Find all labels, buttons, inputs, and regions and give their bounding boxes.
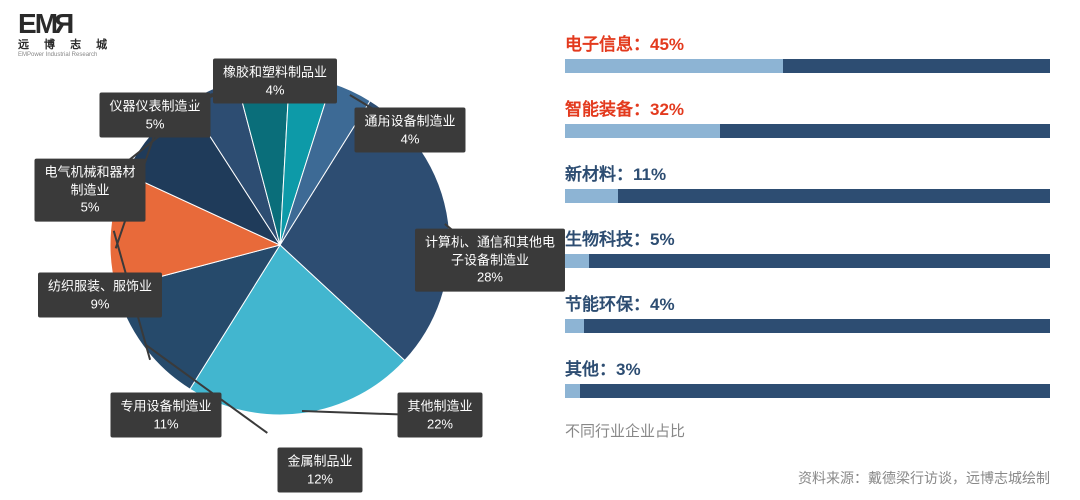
bar-item: 电子信息：45% — [565, 30, 1050, 73]
pie-slice-label: 电气机械和器材制造业5% — [34, 159, 145, 222]
bar-track — [565, 384, 1050, 398]
bar-fill — [565, 59, 783, 73]
bar-track — [565, 189, 1050, 203]
bar-fill — [565, 124, 720, 138]
bar-label: 其他：3% — [565, 355, 1050, 380]
bar-track — [565, 59, 1050, 73]
bar-track — [565, 124, 1050, 138]
bar-fill — [565, 189, 618, 203]
source-text: 资料来源：戴德梁行访谈，远博志城绘制 — [798, 468, 1050, 488]
pie-slice-label: 金属制品业12% — [277, 447, 362, 492]
bar-item: 其他：3% — [565, 355, 1050, 398]
bar-item: 生物科技：5% — [565, 225, 1050, 268]
bar-label: 智能装备：32% — [565, 95, 1050, 120]
bar-item: 新材料：11% — [565, 160, 1050, 203]
bar-item: 节能环保：4% — [565, 290, 1050, 333]
logo-english: EMPower Industrial Research — [18, 52, 113, 58]
bar-item: 智能装备：32% — [565, 95, 1050, 138]
bar-label: 电子信息：45% — [565, 30, 1050, 55]
bars-caption: 不同行业企业占比 — [565, 420, 1050, 441]
bar-fill — [565, 254, 589, 268]
pie-slice-label: 仪器仪表制造业5% — [99, 92, 210, 137]
pie-leader-line — [286, 81, 311, 83]
pie-chart: 计算机、通信和其他电子设备制造业28%其他制造业22%金属制品业12%专用设备制… — [110, 75, 450, 415]
bar-chart: 电子信息：45% 智能装备：32% 新材料：11% 生物科技：5% 节能环保：4% 其他：… — [565, 30, 1050, 441]
logo: EMR 远 博 志 城 EMPower Industrial Research — [18, 10, 113, 58]
logo-text: EMR — [18, 10, 113, 38]
pie-slice-label: 其他制造业22% — [397, 392, 482, 437]
pie-slice-label: 通用设备制造业4% — [354, 107, 465, 152]
pie-slice-label: 计算机、通信和其他电子设备制造业28% — [415, 229, 565, 292]
pie-slice-label: 橡胶和塑料制品业4% — [213, 58, 337, 103]
bar-fill — [565, 384, 580, 398]
pie-slice-label: 专用设备制造业11% — [110, 392, 221, 437]
bar-track — [565, 254, 1050, 268]
bar-label: 新材料：11% — [565, 160, 1050, 185]
bar-label: 生物科技：5% — [565, 225, 1050, 250]
bar-track — [565, 319, 1050, 333]
bar-label: 节能环保：4% — [565, 290, 1050, 315]
pie-slice-label: 纺织服装、服饰业9% — [38, 272, 162, 317]
bar-fill — [565, 319, 584, 333]
